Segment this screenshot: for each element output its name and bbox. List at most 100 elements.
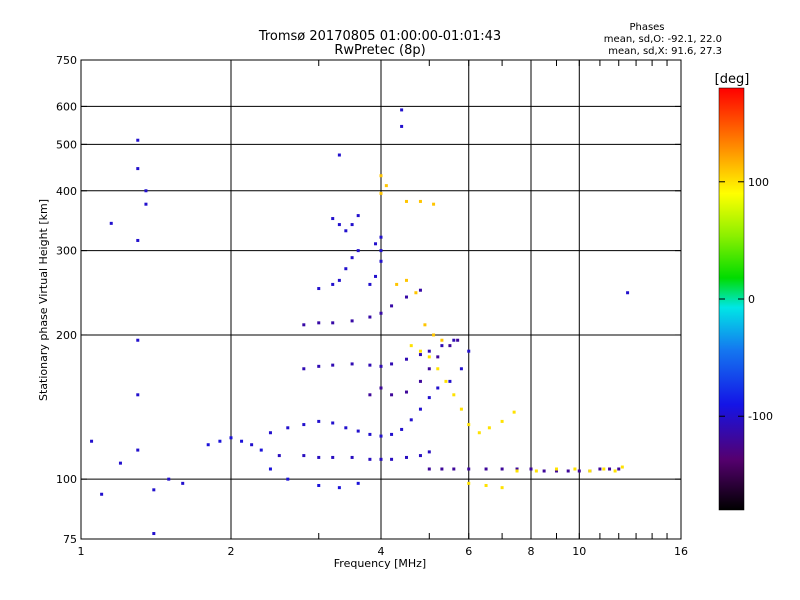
echo-point [368,432,372,436]
echo-point [302,323,306,327]
echo-point [268,467,272,471]
echo-point [444,379,448,383]
echo-point [440,338,444,342]
echo-point [136,448,140,452]
echo-point [542,469,546,473]
echo-point [487,426,491,430]
x-tick-label: 8 [528,545,535,558]
echo-point [136,393,140,397]
colorbar-tick-label: 0 [748,293,755,306]
echo-point [534,469,538,473]
echo-point [418,454,422,458]
echo-point [484,467,488,471]
echo-point [136,338,140,342]
x-axis-label: Frequency [MHz] [334,557,426,570]
stats-header: Phases [629,22,664,33]
echo-point [379,434,383,438]
echo-point [331,321,335,325]
echo-point [598,467,602,471]
echo-point [317,483,321,487]
echo-point [350,223,354,227]
echo-point [436,367,440,371]
echo-point [452,338,456,342]
echo-point [452,393,456,397]
y-tick-label: 75 [63,533,77,546]
echo-point [356,214,360,218]
echo-point [400,427,404,431]
echo-point [390,432,394,436]
echo-point [167,477,171,481]
echo-point [118,461,122,465]
x-tick-label: 2 [228,545,235,558]
echo-point [427,349,431,353]
echo-point [409,344,413,348]
echo-point [423,323,427,327]
echo-point [418,199,422,203]
echo-point [374,274,378,278]
x-tick-label: 1 [78,545,85,558]
x-tick-label: 4 [378,545,385,558]
echo-point [427,450,431,454]
echo-point [90,439,94,443]
echo-point [368,282,372,286]
echo-point [337,153,341,157]
echo-point [136,138,140,142]
x-tick-label: 16 [674,545,688,558]
echo-point [136,238,140,242]
echo-point [602,467,606,471]
echo-point [418,353,422,357]
echo-point [368,457,372,461]
echo-point [395,282,399,286]
echo-point [144,189,148,193]
echo-point [317,364,321,368]
echo-point [418,288,422,292]
echo-point [350,455,354,459]
echo-point [432,333,436,337]
echo-point [286,426,290,430]
y-tick-label: 100 [56,473,77,486]
echo-point [500,486,504,490]
echo-point [344,426,348,430]
x-tick-label: 6 [465,545,472,558]
echo-point [331,282,335,286]
echo-point [390,457,394,461]
echo-point [317,455,321,459]
echo-point [379,249,383,253]
echo-point [459,407,463,411]
echo-point [432,202,436,206]
echo-point [350,362,354,366]
echo-point [452,467,456,471]
echo-point [317,321,321,325]
echo-point [404,455,408,459]
echo-point [440,344,444,348]
echo-point [477,431,481,435]
echo-point [459,367,463,371]
echo-point [337,223,341,227]
echo-point [608,467,612,471]
echo-point [337,486,341,490]
echo-point [317,419,321,423]
colorbar-label: [deg] [715,72,750,87]
echo-point [409,418,413,422]
echo-point [427,396,431,400]
echo-point [390,304,394,308]
echo-point [250,443,254,447]
echo-point [379,191,383,195]
echo-point [620,465,624,469]
echo-point [229,436,233,440]
echo-point [350,256,354,260]
echo-point [529,467,533,471]
echo-point [484,483,488,487]
echo-point [144,202,148,206]
echo-point [577,469,581,473]
echo-point [379,259,383,263]
echo-point [286,477,290,481]
echo-point [467,423,471,427]
echo-point [384,184,388,188]
echo-point [427,367,431,371]
echo-point [302,367,306,371]
echo-point [500,467,504,471]
chart-subtitle: RwPretec (8p) [334,43,425,58]
echo-point [368,315,372,319]
